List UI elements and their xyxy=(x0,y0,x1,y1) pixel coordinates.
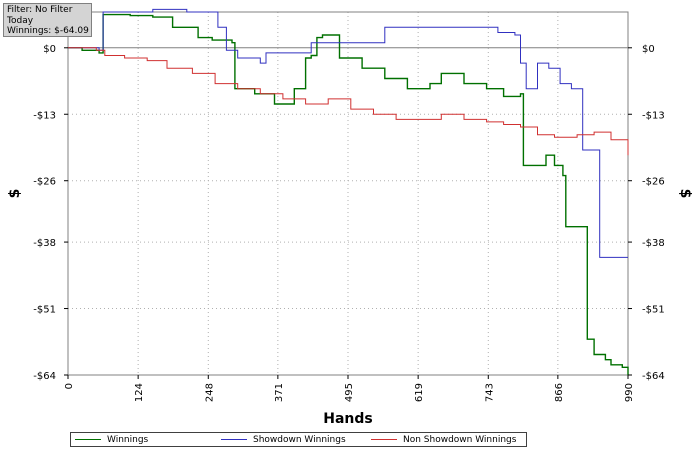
filter-label: Filter: No Filter xyxy=(7,5,73,15)
legend-item-non-showdown-winnings: Non Showdown Winnings xyxy=(371,433,516,446)
y-tick-label-left: -$13 xyxy=(33,110,56,121)
x-axis: 0 124 248 371 495 619 743 866 990 xyxy=(64,375,635,402)
legend-label-non-showdown-winnings: Non Showdown Winnings xyxy=(403,434,517,445)
series-layer xyxy=(68,8,629,375)
y-tick-label-right: $0 xyxy=(642,44,655,55)
legend-swatch-non-showdown-winnings xyxy=(371,439,397,440)
legend-item-showdown-winnings: Showdown Winnings xyxy=(221,433,346,446)
x-tick-label: 0 xyxy=(64,383,75,389)
legend-swatch-showdown-winnings xyxy=(221,439,247,440)
legend: Winnings Showdown Winnings Non Showdown … xyxy=(70,432,527,447)
filter-summary-box: Filter: No Filter Today Winnings: $-64.0… xyxy=(3,3,92,37)
y-tick-label-right: -$13 xyxy=(642,110,665,121)
legend-item-winnings: Winnings xyxy=(75,433,148,446)
x-tick-label: 248 xyxy=(204,383,215,402)
y-axis-left: $0 -$13 -$26 -$38 -$51 -$64 xyxy=(33,44,68,382)
legend-label-winnings: Winnings xyxy=(107,434,149,445)
y-axis-title-right: $ xyxy=(677,189,693,199)
series-line-showdown-winnings xyxy=(68,8,628,258)
x-tick-label: 124 xyxy=(134,383,145,402)
y-axis-right: $0 -$13 -$26 -$38 -$51 -$64 xyxy=(628,44,665,382)
y-tick-label-right: -$38 xyxy=(642,238,665,249)
series-line-winnings xyxy=(68,13,629,375)
y-tick-label-left: -$51 xyxy=(33,305,56,316)
y-tick-label-right: -$51 xyxy=(642,305,665,316)
y-tick-label-left: -$64 xyxy=(33,371,56,382)
series-line-non-showdown-winnings xyxy=(68,47,629,156)
x-tick-label: 743 xyxy=(484,383,495,402)
x-tick-label: 619 xyxy=(414,383,425,402)
x-tick-label: 371 xyxy=(274,383,285,402)
y-tick-label-left: -$38 xyxy=(33,238,56,249)
x-tick-label: 866 xyxy=(554,383,565,402)
y-tick-label-left: -$26 xyxy=(33,177,56,188)
legend-label-showdown-winnings: Showdown Winnings xyxy=(253,434,346,445)
date-range-label: Today xyxy=(7,15,34,26)
y-tick-label-right: -$64 xyxy=(642,371,665,382)
grid xyxy=(68,12,628,376)
y-axis-title-left: $ xyxy=(7,189,23,199)
x-tick-label: 495 xyxy=(344,383,355,402)
y-tick-label-right: -$26 xyxy=(642,177,665,188)
legend-swatch-winnings xyxy=(75,439,101,440)
x-axis-title: Hands xyxy=(323,411,373,427)
y-tick-label-left: $0 xyxy=(43,44,56,55)
x-tick-label: 990 xyxy=(624,383,635,402)
winnings-total-label: Winnings: $-64.09 xyxy=(7,26,89,36)
